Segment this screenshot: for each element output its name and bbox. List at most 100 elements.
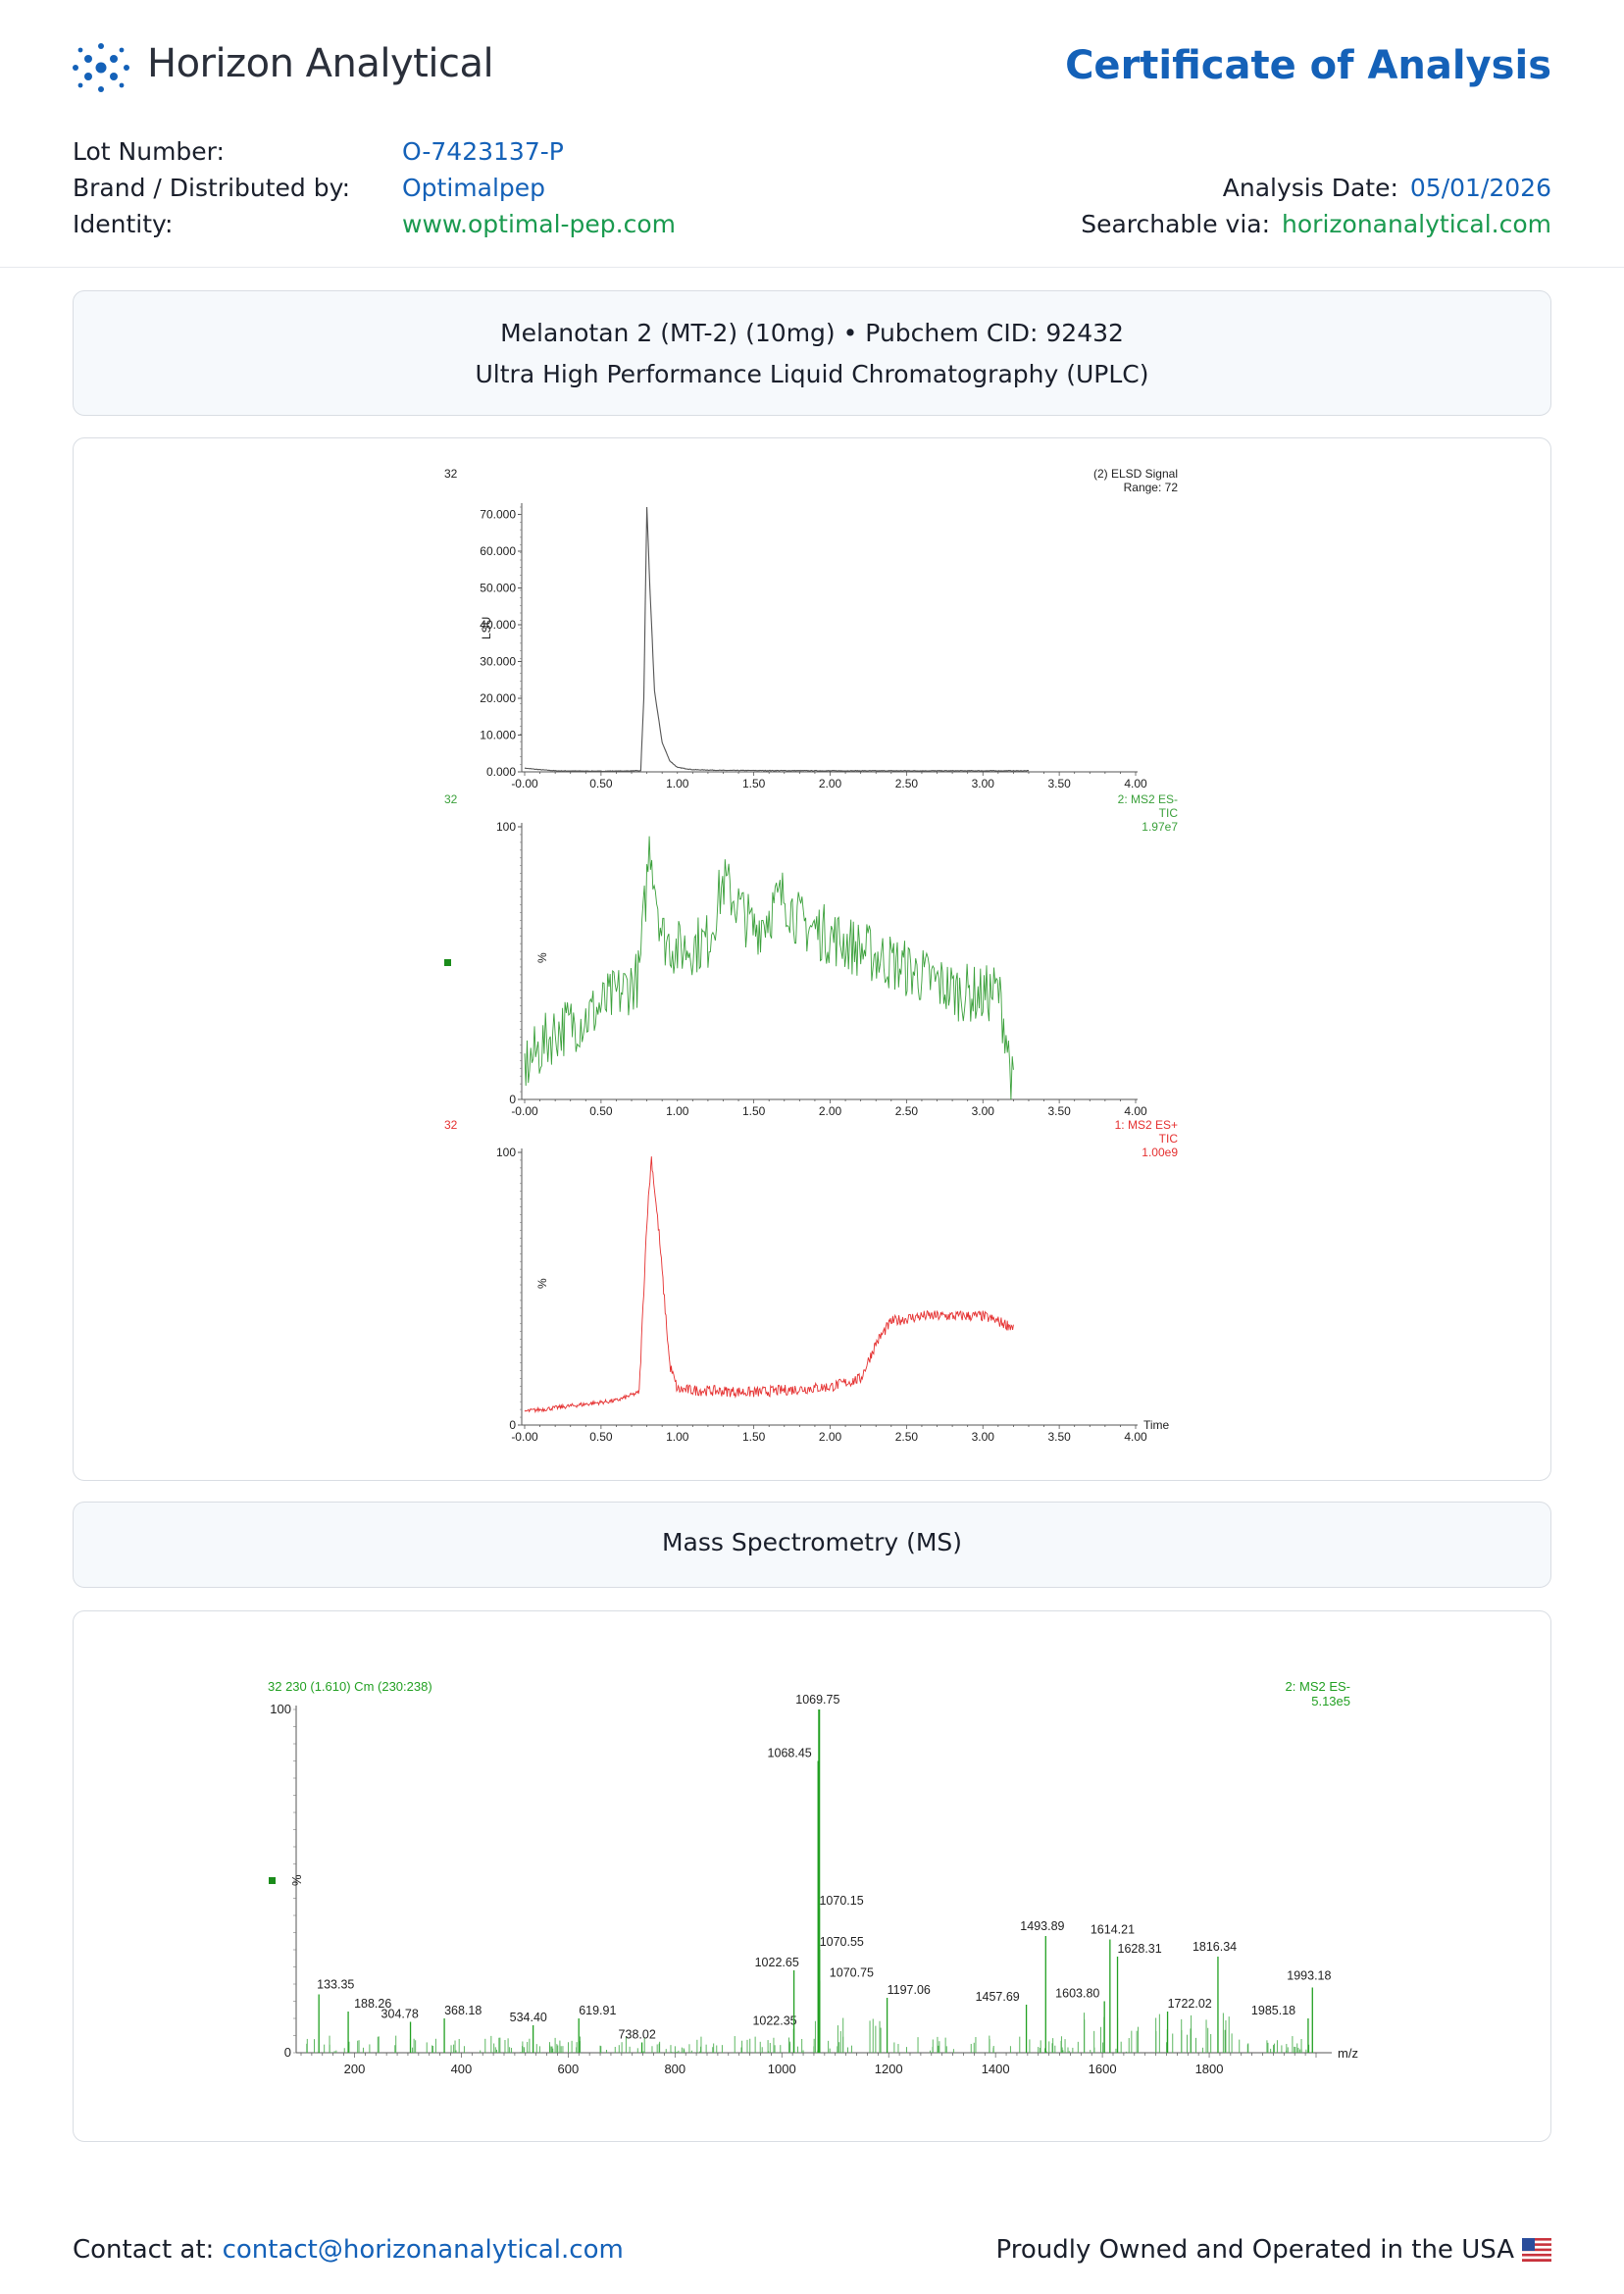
peak-label: 534.40	[510, 2011, 547, 2024]
x-tick-label: 2.00	[819, 1104, 842, 1118]
x-tick-label: 1800	[1195, 2062, 1224, 2076]
header-divider	[0, 267, 1624, 268]
brand-label: Brand / Distributed by:	[73, 174, 351, 202]
x-tick-label: 1.50	[742, 1430, 766, 1444]
analysis-date-value: 05/01/2026	[1409, 174, 1551, 202]
legend-line: TIC	[1159, 1132, 1179, 1146]
x-tick-label: 800	[664, 2062, 685, 2076]
brand-logo	[69, 37, 133, 98]
x-tick-label: 4.00	[1124, 777, 1147, 790]
y-tick-label: 100	[270, 1702, 291, 1716]
x-tick-label: 200	[344, 2062, 366, 2076]
x-tick-label: 2.50	[895, 777, 919, 790]
peak-label: 619.91	[579, 2004, 616, 2017]
uplc-title-panel: Melanotan 2 (MT-2) (10mg) • Pubchem CID:…	[73, 290, 1551, 416]
peak-label: 1985.18	[1251, 2004, 1295, 2017]
chromatogram-elsd: -0.00 0.50 1.00 1.50 2.00 2.50 3.00 3.50 4.00 0.0…	[444, 467, 1178, 790]
trace-line	[524, 1156, 1014, 1414]
lot-value: O-7423137-P	[402, 137, 564, 166]
x-tick-label: 0.50	[589, 1104, 613, 1118]
legend-line: 2: MS2 ES-	[1286, 1679, 1350, 1694]
peak-label: 1022.65	[755, 1956, 799, 1969]
x-tick-label: 3.50	[1047, 1430, 1071, 1444]
series-marker	[444, 959, 451, 966]
y-axis-label: LSU	[480, 617, 493, 639]
peak-label: 1614.21	[1091, 1923, 1135, 1937]
trace-line	[524, 506, 1030, 773]
trace-line	[524, 836, 1014, 1100]
x-tick-label: 3.00	[972, 1104, 995, 1118]
x-axis-label: Time	[1143, 1418, 1170, 1432]
analysis-date-label: Analysis Date:	[1222, 174, 1398, 202]
x-tick-label: 2.00	[819, 1430, 842, 1444]
compound-title: Melanotan 2 (MT-2) (10mg) • Pubchem CID:…	[500, 319, 1124, 347]
y-axis-label: %	[535, 952, 549, 963]
legend-line: 1.00e9	[1142, 1146, 1178, 1159]
peak-label: 304.78	[381, 2008, 419, 2021]
x-tick-label: 1.00	[666, 777, 689, 790]
x-tick-label: 2.50	[895, 1430, 919, 1444]
x-tick-label: 2.50	[895, 1104, 919, 1118]
lot-label: Lot Number:	[73, 137, 225, 166]
y-tick-label: 20.000	[480, 691, 516, 705]
peak-label: 1070.55	[820, 1935, 864, 1949]
y-tick-label: 70.000	[480, 508, 516, 522]
x-tick-label: 1000	[768, 2062, 796, 2076]
y-tick-label: 0	[509, 1093, 516, 1106]
contact-email-link[interactable]: contact@horizonanalytical.com	[222, 2235, 624, 2265]
x-tick-label: 1200	[875, 2062, 903, 2076]
x-tick-label: 3.50	[1047, 1104, 1071, 1118]
x-tick-label: 400	[451, 2062, 473, 2076]
peak-label: 1816.34	[1193, 1940, 1237, 1954]
peak-label: 1457.69	[976, 1990, 1020, 2004]
y-tick-label: 0	[509, 1418, 516, 1432]
identity-label: Identity:	[73, 210, 174, 238]
x-tick-label: 1.00	[666, 1430, 689, 1444]
legend-line: 5.13e5	[1311, 1694, 1350, 1708]
legend-line: 1: MS2 ES+	[1115, 1118, 1178, 1132]
y-axis-label: %	[289, 1874, 304, 1886]
peak-label: 1070.15	[819, 1894, 863, 1908]
x-tick-label: 1400	[982, 2062, 1010, 2076]
y-tick-label: 60.000	[480, 544, 516, 558]
contact-label: Contact at:	[73, 2235, 215, 2265]
corner-label: 32	[444, 467, 458, 481]
x-tick-label: 3.00	[972, 777, 995, 790]
peak-label: 1022.35	[752, 2014, 796, 2028]
x-tick-label: 1600	[1089, 2062, 1117, 2076]
ms-title-panel: Mass Spectrometry (MS)	[73, 1502, 1551, 1588]
series-marker	[269, 1877, 276, 1884]
ms-panel: 200 400 600 800 1000 1200 1400 1600 1800 0 100 32 2…	[73, 1610, 1551, 2142]
chromatogram-panel: -0.00 0.50 1.00 1.50 2.00 2.50 3.00 3.50 4.00 0.0…	[73, 437, 1551, 1481]
x-tick-label: -0.00	[511, 1104, 538, 1118]
y-axis-label: %	[535, 1278, 549, 1289]
y-tick-label: 40.000	[480, 618, 516, 632]
y-tick-label: 0	[284, 2045, 291, 2060]
peak-label: 1069.75	[795, 1693, 839, 1707]
brand-value: Optimalpep	[402, 174, 546, 202]
legend-line: (2) ELSD Signal	[1093, 467, 1178, 481]
identity-link[interactable]: www.optimal-pep.com	[402, 210, 677, 238]
peak-label: 1722.02	[1168, 1997, 1212, 2011]
molecule-icon	[73, 43, 129, 92]
legend-line: TIC	[1159, 806, 1179, 820]
peak-label: 738.02	[619, 2028, 656, 2042]
chromatogram-figure: -0.00 0.50 1.00 1.50 2.00 2.50 3.00 3.50 4.00 0.0…	[444, 467, 1179, 1444]
analysis-date-row: Analysis Date: 05/01/2026	[1223, 174, 1551, 202]
legend-line: Range: 72	[1124, 481, 1179, 494]
searchable-row: Searchable via: horizonanalytical.com	[1081, 210, 1551, 238]
legend-line: 1.97e7	[1142, 820, 1178, 834]
footer-tagline: Proudly Owned and Operated in the USA	[995, 2235, 1551, 2265]
us-flag-icon	[1522, 2238, 1551, 2262]
peak-label: 1603.80	[1055, 1987, 1099, 2001]
searchable-link[interactable]: horizonanalytical.com	[1282, 210, 1551, 238]
y-tick-label: 100	[496, 820, 516, 834]
y-tick-label: 10.000	[480, 729, 516, 742]
tagline-text: Proudly Owned and Operated in the USA	[995, 2235, 1514, 2265]
footer-contact: Contact at: contact@horizonanalytical.co…	[73, 2235, 624, 2265]
y-tick-label: 0.000	[486, 765, 516, 779]
searchable-label: Searchable via:	[1081, 210, 1271, 238]
x-tick-label: 0.50	[589, 1430, 613, 1444]
x-tick-label: 3.00	[972, 1430, 995, 1444]
peak-label: 1493.89	[1020, 1919, 1064, 1933]
